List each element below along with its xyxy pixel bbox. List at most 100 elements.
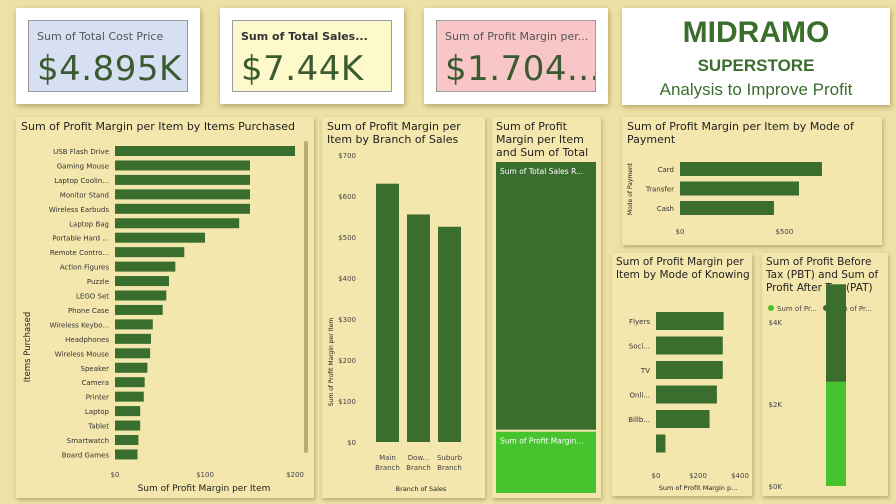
branch-y-tick-label: $600 xyxy=(338,193,356,201)
payment-chart-svg: Mode of Payment Card Transfer Cash $0 $500 xyxy=(627,162,822,236)
knowing-panel[interactable]: Sum of Profit Margin per Item by Mode of… xyxy=(612,253,752,496)
items-bar xyxy=(115,247,185,258)
tax-y-tick-label: $4K xyxy=(769,319,783,327)
brand-tagline: Analysis to Improve Profit xyxy=(659,80,853,99)
knowing-y-tick-label: Soci... xyxy=(629,343,650,351)
items-bar xyxy=(115,449,138,460)
tax-y-tick-label: $2K xyxy=(769,401,783,409)
items-y-tick-label: Board Games xyxy=(62,451,110,459)
kpi-profit-label: Sum of Profit Margin per... xyxy=(445,30,589,43)
items-bar xyxy=(115,319,153,330)
items-y-tick-label: Smartwatch xyxy=(67,437,109,445)
kpi-card-cost[interactable]: Sum of Total Cost Price $4.895K xyxy=(16,8,200,104)
items-y-tick-label: Phone Case xyxy=(68,307,109,315)
kpi-card-cost-inner: Sum of Total Cost Price $4.895K xyxy=(28,20,188,92)
branch-x-tick-label: Branch xyxy=(437,464,462,472)
knowing-y-tick-label: Billb... xyxy=(628,416,650,424)
payment-bar xyxy=(680,201,774,215)
items-bar xyxy=(115,174,250,185)
sales-stack-panel[interactable]: Sum of Profit Margin per Item and Sum of… xyxy=(492,117,601,498)
items-x-tick-label: $0 xyxy=(111,471,120,479)
knowing-y-tick-label: TV xyxy=(640,367,650,375)
branch-x-tick-label: Main xyxy=(379,454,396,462)
branch-x-tick-label: Branch xyxy=(406,464,431,472)
branch-y-tick-label: $100 xyxy=(338,398,356,406)
branch-y-tick-label: $0 xyxy=(347,439,356,447)
knowing-bar xyxy=(656,434,666,453)
payment-x-tick-label: $0 xyxy=(676,228,685,236)
payment-y-axis-title: Mode of Payment xyxy=(627,162,634,215)
items-y-tick-label: USB Flash Drive xyxy=(53,148,109,156)
payment-bar xyxy=(680,162,822,176)
items-bar xyxy=(115,435,139,445)
items-y-tick-label: Action Figures xyxy=(60,264,110,272)
kpi-card-profit-inner: Sum of Profit Margin per... $1.704... xyxy=(436,20,596,92)
items-y-tick-label: LEGO Set xyxy=(76,293,109,301)
knowing-bar xyxy=(656,385,717,404)
items-bar xyxy=(115,391,144,402)
branch-y-tick-label: $400 xyxy=(338,275,356,283)
branch-y-axis-title: Sum of Profit Margin per Item xyxy=(328,318,335,407)
sales-stack-label: Sum of Profit Margin... xyxy=(500,437,584,446)
kpi-card-sales-inner: Sum of Total Sales... $7.44K xyxy=(232,20,392,92)
items-bar xyxy=(115,333,151,344)
knowing-x-tick-label: $0 xyxy=(652,472,661,480)
items-y-tick-label: Printer xyxy=(86,394,109,402)
items-y-tick-label: Remote Contro... xyxy=(50,249,109,257)
knowing-x-axis-title: Sum of Profit Margin p... xyxy=(659,484,738,492)
brand-title: MIDRAMO xyxy=(682,16,830,49)
tax-panel[interactable]: Sum of Profit Before Tax (PBT) and Sum o… xyxy=(762,253,888,496)
payment-y-tick-label: Card xyxy=(658,166,674,174)
items-y-tick-label: Wireless Mouse xyxy=(55,350,109,358)
items-bar xyxy=(115,362,148,373)
kpi-sales-label: Sum of Total Sales... xyxy=(241,30,368,43)
branch-bar xyxy=(407,214,430,442)
items-chart-svg: Items Purchased Sum of Profit Margin per… xyxy=(23,141,308,494)
items-bar xyxy=(115,304,163,315)
brand-card: MIDRAMO SUPERSTORE Analysis to Improve P… xyxy=(622,8,890,105)
items-chart-title: Sum of Profit Margin per Item by Items P… xyxy=(21,120,296,133)
knowing-y-tick-label: Onli... xyxy=(629,392,650,400)
branch-y-tick-label: $200 xyxy=(338,357,356,365)
items-bar xyxy=(115,261,176,272)
items-purchased-panel[interactable]: Sum of Profit Margin per Item by Items P… xyxy=(16,117,314,498)
payment-bar xyxy=(680,181,799,196)
tax-stack-segment xyxy=(826,381,846,486)
items-y-tick-label: Monitor Stand xyxy=(60,191,109,199)
knowing-x-tick-label: $200 xyxy=(689,472,707,480)
items-bar xyxy=(115,406,141,417)
items-y-tick-label: Wireless Keybo... xyxy=(50,321,109,329)
items-bar xyxy=(115,420,141,431)
sales-stack-segment xyxy=(496,162,596,430)
branch-panel[interactable]: Sum of Profit Margin per Item by Branch … xyxy=(322,117,485,498)
payment-y-tick-label: Transfer xyxy=(645,186,674,194)
knowing-chart-svg: Sum of Profit Margin p... Flyers Soci... T… xyxy=(628,312,749,492)
items-y-tick-label: Portable Hard ... xyxy=(52,235,109,243)
items-scrollbar[interactable] xyxy=(304,141,308,453)
payment-x-tick-label: $500 xyxy=(775,228,793,236)
items-x-tick-label: $200 xyxy=(286,471,304,479)
branch-y-tick-label: $700 xyxy=(338,152,356,160)
knowing-y-tick-label: Flyers xyxy=(629,318,650,326)
kpi-cost-value: $4.895K xyxy=(37,49,182,89)
items-bar xyxy=(115,203,250,214)
kpi-card-profit[interactable]: Sum of Profit Margin per... $1.704... xyxy=(424,8,608,104)
tax-stack-segment xyxy=(826,284,846,382)
knowing-bar xyxy=(656,361,723,379)
branch-chart-title: Sum of Profit Margin per Item by Branch … xyxy=(327,120,461,146)
knowing-bar xyxy=(656,336,723,355)
items-y-tick-label: Gaming Mouse xyxy=(57,162,109,170)
payment-y-tick-label: Cash xyxy=(657,205,674,213)
items-bar xyxy=(115,290,167,301)
items-bar xyxy=(115,276,169,287)
items-y-tick-label: Laptop Bag xyxy=(69,220,109,228)
items-bar xyxy=(115,377,145,388)
tax-legend-label: Sum of Pr... xyxy=(777,305,817,313)
items-x-axis-title: Sum of Profit Margin per Item xyxy=(138,484,271,494)
kpi-card-sales[interactable]: Sum of Total Sales... $7.44K xyxy=(220,8,404,104)
branch-x-axis-title: Branch of Sales xyxy=(396,485,447,493)
branch-x-tick-label: Suburb xyxy=(437,454,463,462)
items-bar xyxy=(115,348,151,359)
payment-panel[interactable]: Sum of Profit Margin per Item by Mode of… xyxy=(622,117,882,245)
items-bar xyxy=(115,232,205,243)
